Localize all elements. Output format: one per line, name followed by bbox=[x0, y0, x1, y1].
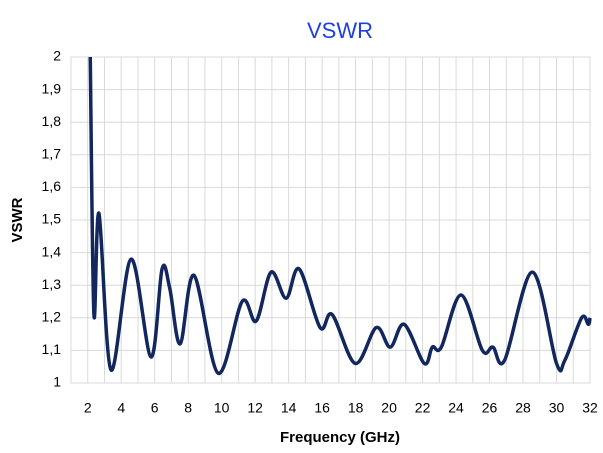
x-tick-label: 30 bbox=[549, 400, 565, 416]
y-axis-label: VSWR bbox=[9, 197, 26, 242]
x-tick-label: 6 bbox=[151, 400, 159, 416]
x-tick-label: 24 bbox=[448, 400, 464, 416]
data-line bbox=[88, 57, 592, 375]
chart-title: VSWR bbox=[307, 18, 373, 43]
x-tick-label: 4 bbox=[117, 400, 125, 416]
x-tick-label: 10 bbox=[214, 400, 230, 416]
x-tick-label: 28 bbox=[515, 400, 531, 416]
x-tick-label: 12 bbox=[247, 400, 263, 416]
y-tick-label: 1,4 bbox=[42, 243, 62, 259]
x-tick-label: 14 bbox=[281, 400, 297, 416]
x-tick-label: 2 bbox=[84, 400, 92, 416]
y-tick-label: 1,2 bbox=[42, 309, 62, 325]
x-tick-label: 22 bbox=[415, 400, 431, 416]
x-tick-label: 18 bbox=[348, 400, 364, 416]
y-tick-label: 1 bbox=[53, 374, 61, 390]
y-tick-label: 1,9 bbox=[42, 80, 62, 96]
y-tick-label: 1,6 bbox=[42, 178, 62, 194]
x-tick-label: 16 bbox=[314, 400, 330, 416]
x-tick-label: 20 bbox=[381, 400, 397, 416]
x-tick-label: 8 bbox=[184, 400, 192, 416]
y-tick-label: 1,3 bbox=[42, 276, 62, 292]
y-tick-label: 2 bbox=[53, 48, 61, 64]
x-tick-label: 26 bbox=[482, 400, 498, 416]
y-tick-label: 1,1 bbox=[42, 341, 62, 357]
y-tick-label: 1,7 bbox=[42, 146, 62, 162]
y-tick-label: 1,5 bbox=[42, 211, 62, 227]
x-tick-label: 32 bbox=[582, 400, 598, 416]
y-tick-label: 1,8 bbox=[42, 113, 62, 129]
x-axis-label: Frequency (GHz) bbox=[280, 429, 400, 446]
